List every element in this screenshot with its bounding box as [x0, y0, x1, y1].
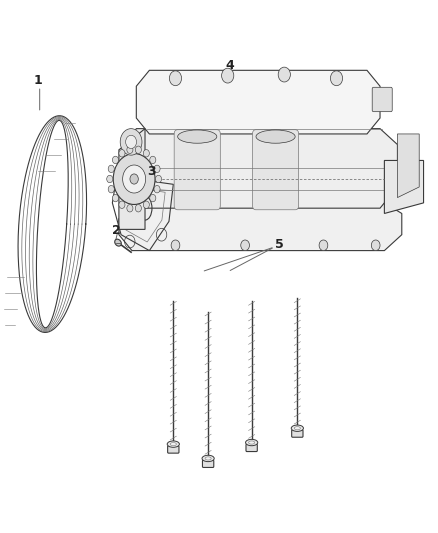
Ellipse shape: [170, 442, 177, 446]
Circle shape: [113, 195, 119, 202]
Ellipse shape: [291, 425, 304, 431]
Circle shape: [319, 240, 328, 251]
FancyBboxPatch shape: [202, 460, 214, 467]
Circle shape: [127, 146, 133, 154]
Circle shape: [171, 240, 180, 251]
Circle shape: [119, 201, 125, 208]
Polygon shape: [397, 134, 419, 198]
Ellipse shape: [178, 130, 217, 143]
Circle shape: [154, 165, 160, 173]
Ellipse shape: [202, 455, 214, 462]
Circle shape: [113, 156, 119, 164]
Polygon shape: [136, 70, 380, 134]
Circle shape: [135, 146, 141, 154]
Polygon shape: [119, 203, 402, 251]
Circle shape: [241, 240, 250, 251]
Polygon shape: [123, 128, 397, 208]
Circle shape: [150, 156, 156, 164]
Text: 4: 4: [226, 59, 234, 72]
Circle shape: [222, 68, 234, 83]
Circle shape: [155, 175, 162, 183]
Text: 1: 1: [34, 74, 43, 86]
Circle shape: [278, 67, 290, 82]
Circle shape: [108, 165, 114, 173]
Ellipse shape: [294, 426, 300, 430]
Circle shape: [127, 205, 133, 212]
Text: 2: 2: [113, 224, 121, 237]
Text: 5: 5: [275, 238, 283, 251]
FancyBboxPatch shape: [168, 446, 179, 453]
FancyBboxPatch shape: [246, 444, 257, 451]
Ellipse shape: [249, 441, 254, 444]
Ellipse shape: [246, 439, 258, 446]
Text: 3: 3: [147, 165, 156, 179]
Circle shape: [123, 165, 145, 193]
FancyBboxPatch shape: [174, 130, 220, 210]
Circle shape: [107, 175, 113, 183]
Circle shape: [150, 195, 156, 202]
Circle shape: [330, 71, 343, 86]
Circle shape: [113, 154, 155, 205]
Circle shape: [135, 205, 141, 212]
Ellipse shape: [167, 441, 180, 447]
Circle shape: [130, 174, 138, 184]
Polygon shape: [119, 128, 145, 229]
Circle shape: [143, 201, 149, 208]
Ellipse shape: [256, 130, 295, 143]
Circle shape: [143, 150, 149, 157]
FancyBboxPatch shape: [253, 130, 299, 210]
Circle shape: [120, 128, 142, 155]
FancyBboxPatch shape: [372, 87, 392, 112]
Polygon shape: [385, 160, 424, 214]
Circle shape: [170, 71, 182, 86]
Circle shape: [126, 135, 137, 149]
FancyBboxPatch shape: [292, 430, 303, 437]
Circle shape: [108, 185, 114, 193]
Circle shape: [154, 185, 160, 193]
Ellipse shape: [205, 457, 211, 460]
Ellipse shape: [115, 239, 121, 246]
Circle shape: [119, 150, 125, 157]
Circle shape: [371, 240, 380, 251]
